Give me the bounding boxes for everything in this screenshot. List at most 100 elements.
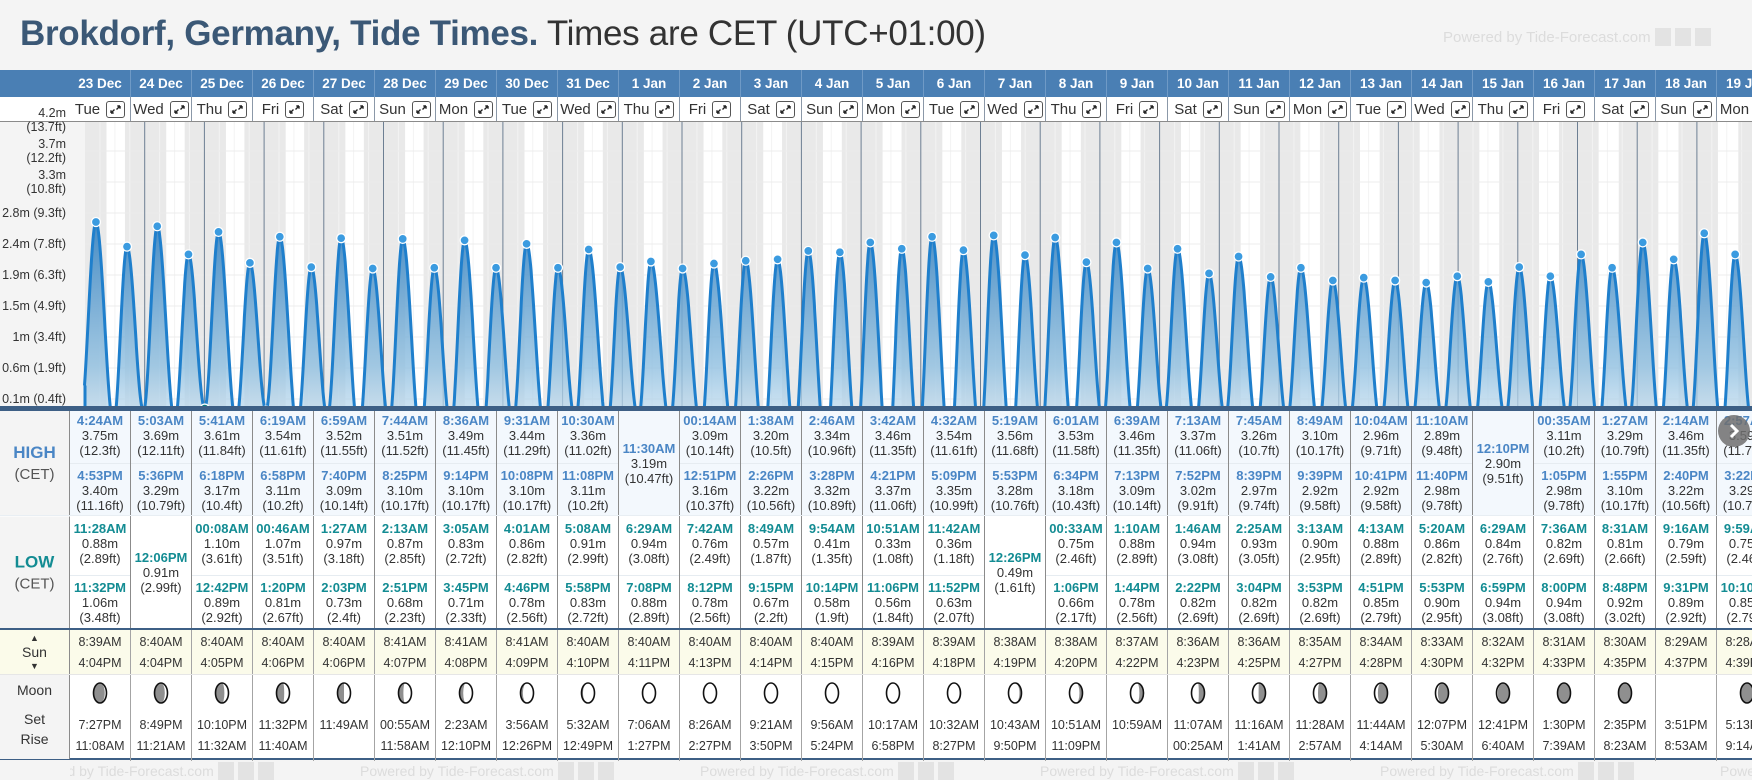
expand-day-button[interactable] [1202, 100, 1222, 118]
weekday-label: Sat [747, 100, 770, 118]
tide-height-m: 3.10m [1301, 428, 1339, 444]
tide-height-ft: (2.56ft) [506, 609, 548, 625]
tide-height-m: 3.44m [508, 428, 546, 444]
moonrise-time: 12:26PM [501, 739, 553, 753]
date-header: 31 Dec [558, 70, 619, 97]
expand-day-button[interactable] [1082, 100, 1102, 118]
expand-icon [1143, 104, 1154, 114]
tide-height-ft: (2.82ft) [1421, 550, 1463, 566]
scroll-right-button[interactable] [1718, 415, 1750, 447]
tide-height-m: 0.87m [386, 535, 424, 551]
tide-time: 5:08AM [564, 520, 612, 536]
sun-cell: 8:41AM 4:08PM [436, 630, 497, 674]
tide-height-m: 0.67m [752, 594, 790, 610]
high-tide-cell: 8:49AM 3.10m (10.17ft) 9:39PM 2.92m (9.58ft) [1290, 411, 1351, 515]
tide-height-m: 0.71m [447, 594, 485, 610]
high-tide-point [1081, 256, 1092, 268]
tide-height-m: 3.35m [935, 482, 973, 498]
expand-day-button[interactable] [1139, 100, 1159, 118]
date-header: 23 Dec [70, 70, 131, 97]
high-tide-point [772, 254, 783, 265]
tide-height-ft: (2.92ft) [201, 609, 243, 625]
moonset-time: 9:56AM [810, 718, 854, 732]
high-tide-entry: 5:41AM 3.61m (11.84ft) [192, 413, 252, 458]
sunset-time: 4:15PM [810, 656, 854, 670]
expand-day-button[interactable] [1629, 100, 1649, 118]
expand-day-button[interactable] [1328, 100, 1348, 118]
weekday-label: Wed [1414, 100, 1445, 118]
tide-time: 6:58PM [260, 467, 306, 483]
tide-height-ft: (10.37ft) [685, 497, 735, 513]
expand-icon [1697, 104, 1708, 114]
moon-phase-icon [885, 682, 901, 704]
sunrise-time: 8:41AM [383, 635, 427, 649]
tide-time: 7:13PM [1114, 467, 1160, 483]
high-tide-cell: 7:45AM 3.26m (10.7ft) 8:39PM 2.97m (9.74ft) [1229, 411, 1290, 515]
expand-day-button[interactable] [1692, 100, 1712, 118]
high-tide-entry: 2:26PM 3.22m (10.56ft) [741, 462, 801, 513]
expand-day-button[interactable] [474, 100, 494, 118]
expand-day-button[interactable] [106, 100, 126, 118]
high-tide-cell: 6:39AM 3.46m (11.35ft) 7:13PM 3.09m (10.14ft) [1107, 411, 1168, 515]
expand-day-button[interactable] [169, 100, 189, 118]
high-tide-point [213, 226, 224, 238]
expand-day-button[interactable] [348, 100, 368, 118]
high-tide-point [1483, 276, 1494, 287]
tide-table[interactable]: 23 Dec 24 Dec 25 Dec 26 Dec 27 Dec 28 Dec 29 D… [0, 70, 1752, 780]
expand-day-button[interactable] [1387, 100, 1407, 118]
expand-day-button[interactable] [712, 100, 732, 118]
tide-height-m: 0.78m [691, 594, 729, 610]
expand-day-button[interactable] [1509, 100, 1529, 118]
expand-day-button[interactable] [533, 100, 553, 118]
tide-time: 6:59AM [320, 413, 368, 429]
low-tide-cell: 00:33AM 0.75m (2.46ft) 1:06PM 0.66m (2.17ft) [1046, 516, 1107, 629]
weekday-label: Fri [1542, 100, 1561, 118]
high-tide-point [1668, 254, 1679, 265]
high-tide-point [803, 245, 814, 257]
sunrise-time: 8:40AM [810, 635, 854, 649]
tide-height-m: 2.90m [1484, 455, 1522, 471]
weekday-cell: Sun [802, 97, 863, 121]
tide-height-m: 0.58m [813, 594, 851, 610]
tide-height-ft: (1.9ft) [815, 609, 849, 625]
expand-day-button[interactable] [411, 100, 431, 118]
moonrise-time: 12:49PM [562, 739, 614, 753]
tide-height-ft: (10.79ft) [1722, 497, 1752, 513]
expand-day-button[interactable] [596, 100, 616, 118]
sunset-time: 4:20PM [1054, 656, 1098, 670]
tide-height-m: 3.09m [1118, 482, 1156, 498]
sunset-time: 4:06PM [261, 656, 305, 670]
expand-icon [1391, 104, 1402, 114]
low-tide-entry: 12:42PM 0.89m (2.92ft) [192, 574, 252, 625]
expand-day-button[interactable] [655, 100, 675, 118]
expand-day-button[interactable] [1566, 100, 1586, 118]
date-header: 18 Jan [1656, 70, 1717, 97]
expand-day-button[interactable] [838, 100, 858, 118]
sunrise-time: 8:40AM [322, 635, 366, 649]
expand-day-button[interactable] [1450, 100, 1470, 118]
tide-height-m: 3.36m [569, 428, 607, 444]
high-tide-point [152, 221, 163, 232]
expand-day-button[interactable] [1265, 100, 1285, 118]
tide-time: 5:53PM [992, 467, 1038, 483]
expand-day-button[interactable] [775, 100, 795, 118]
tide-height-m: 3.37m [874, 482, 912, 498]
date-header: 6 Jan [924, 70, 985, 97]
high-tide-entry: 6:34PM 3.18m (10.43ft) [1046, 462, 1106, 513]
moon-phase-icon [1312, 682, 1328, 704]
tide-height-ft: (2.69ft) [1177, 609, 1219, 625]
expand-day-button[interactable] [960, 100, 980, 118]
tide-time: 5:19AM [991, 413, 1039, 429]
tide-height-m: 0.88m [1118, 535, 1156, 551]
expand-day-button[interactable] [901, 100, 921, 118]
expand-icon [905, 104, 916, 114]
expand-day-button[interactable] [1023, 100, 1043, 118]
weekday-cell: Mon [863, 97, 924, 121]
expand-icon [601, 104, 612, 114]
high-tide-point [614, 261, 626, 273]
expand-day-button[interactable] [285, 100, 305, 118]
expand-day-button[interactable] [228, 100, 248, 118]
moon-cell: 10:17AM 6:58PM [863, 675, 924, 761]
high-tide-entry: 12:10PM 2.90m (9.51ft) [1473, 441, 1533, 486]
tide-time: 8:36AM [442, 413, 490, 429]
